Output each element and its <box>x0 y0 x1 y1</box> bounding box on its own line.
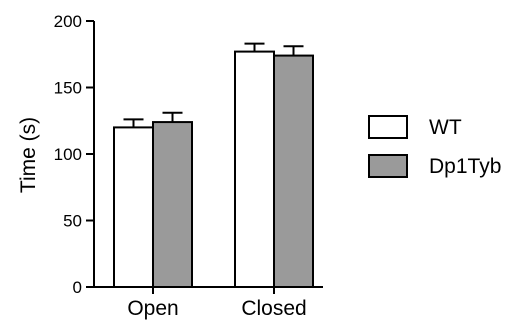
legend-swatch-dp1tyb <box>368 154 408 178</box>
y-axis-label: Time (s) <box>17 117 40 193</box>
y-tick-label: 100 <box>54 145 82 164</box>
legend-swatch-wt <box>368 115 408 139</box>
bar-dp1tyb-open <box>152 121 193 288</box>
y-tick-label: 50 <box>63 212 82 231</box>
x-tick-label: Closed <box>241 297 306 320</box>
y-tick-label: 150 <box>54 79 82 98</box>
y-tick-label: 0 <box>73 278 82 297</box>
legend-label-wt: WT <box>429 116 462 139</box>
bar-wt-closed <box>234 50 275 289</box>
bar-dp1tyb-closed <box>273 54 314 288</box>
legend-label-dp1tyb: Dp1Tyb <box>429 155 501 178</box>
legend: WT Dp1Tyb <box>368 115 501 178</box>
bar-wt-open <box>113 126 154 289</box>
plot-area: 0 50 100 150 200 Open Closed <box>54 12 323 320</box>
x-tick-label: Open <box>127 297 178 320</box>
y-tick-label: 200 <box>54 12 82 31</box>
